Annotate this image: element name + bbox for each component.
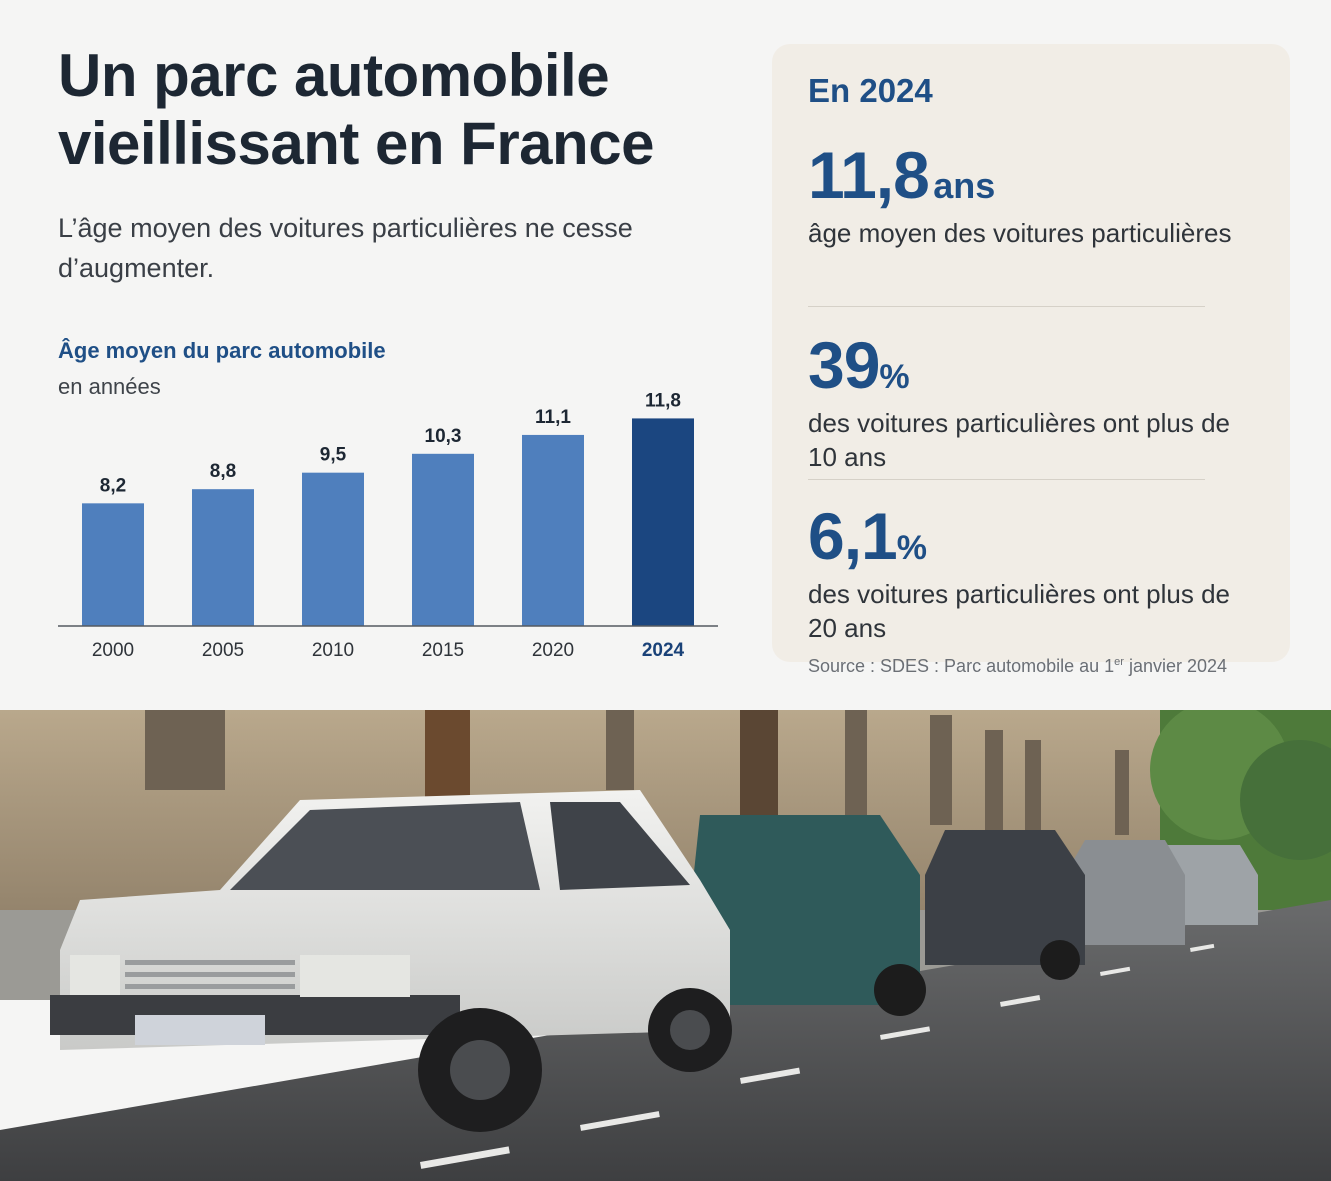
- page-subtitle: L’âge moyen des voitures particulières n…: [58, 213, 633, 283]
- bar-value-label: 11,1: [535, 407, 571, 428]
- bar-2005: [192, 489, 254, 626]
- source-prefix: Source : SDES : Parc automobile au 1: [808, 656, 1115, 676]
- road-markings: [420, 943, 1215, 1169]
- bar-value-label: 10,3: [425, 426, 462, 447]
- bar-2000: [82, 503, 144, 626]
- stat-value: 11,8 ans: [808, 140, 1248, 210]
- bar-chart: 8,2 2000 8,8 2005 9,5 2010 10,3 2015 11,1 2020 11,…: [58, 390, 718, 661]
- chart-unit-label: en années: [58, 374, 161, 399]
- stat-over-20-years: 6,1% des voitures particulières ont plus…: [808, 501, 1248, 645]
- stat-average-age: 11,8 ans âge moyen des voitures particul…: [808, 140, 1248, 250]
- x-tick-label: 2000: [92, 640, 134, 661]
- stat-unit: ans: [933, 165, 996, 206]
- bar-value-label: 11,8: [645, 390, 681, 411]
- stat-unit: %: [879, 358, 910, 396]
- key-figures-panel: En 2024 11,8 ans âge moyen des voitures …: [772, 44, 1290, 662]
- bar-value-label: 9,5: [320, 445, 347, 466]
- bar-2020: [522, 434, 584, 626]
- divider: [808, 479, 1205, 480]
- x-tick-label: 2024: [642, 640, 685, 661]
- x-tick-label: 2010: [312, 640, 354, 661]
- bar-value-label: 8,2: [100, 475, 126, 496]
- street-photo: [0, 710, 1331, 1181]
- stat-unit: %: [896, 529, 927, 567]
- stat-value: 39%: [808, 330, 1248, 400]
- page-title: Un parc automobile vieillissant en Franc…: [58, 42, 654, 177]
- divider: [808, 306, 1205, 307]
- x-tick-label: 2005: [202, 640, 244, 661]
- source-sup: er: [1114, 656, 1124, 668]
- parked-cars-background: [680, 815, 1258, 1016]
- bar-value-label: 8,8: [210, 461, 236, 482]
- x-tick-label: 2015: [422, 640, 464, 661]
- bar-2010: [302, 472, 364, 626]
- key-figures-heading: En 2024: [808, 72, 933, 109]
- chart-title: Âge moyen du parc automobile: [58, 338, 386, 363]
- stat-value: 6,1%: [808, 501, 1248, 571]
- source-suffix: janvier 2024: [1123, 656, 1228, 676]
- stat-number: 6,1: [808, 499, 898, 573]
- bar-2024: [632, 418, 694, 626]
- stat-description: des voitures particulières ont plus de 2…: [808, 579, 1231, 643]
- x-tick-label: 2020: [532, 640, 574, 661]
- stat-over-10-years: 39% des voitures particulières ont plus …: [808, 330, 1248, 474]
- stat-number: 39: [808, 328, 880, 402]
- stat-description: des voitures particulières ont plus de 1…: [808, 408, 1231, 472]
- white-hatchback: [50, 790, 732, 1132]
- stat-number: 11,8: [808, 138, 930, 212]
- source-note: Source : SDES : Parc automobile au 1er j…: [808, 656, 1227, 677]
- bar-2015: [412, 453, 474, 626]
- stat-description: âge moyen des voitures particulières: [808, 218, 1232, 248]
- building-windows: [145, 710, 1129, 835]
